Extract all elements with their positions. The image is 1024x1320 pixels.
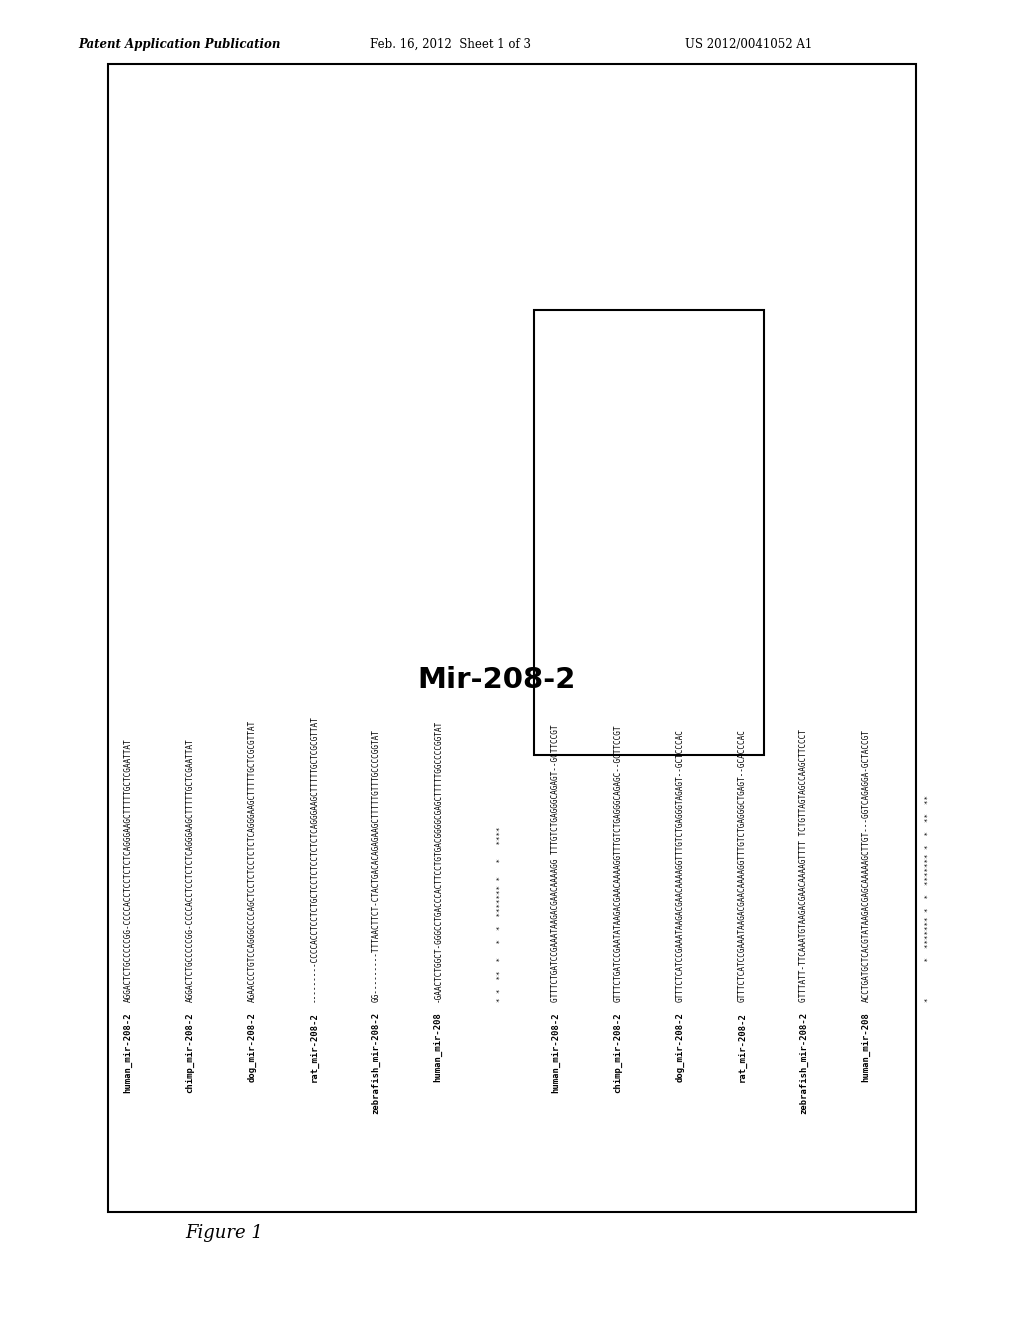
Text: -GAACTCTGGCT-GGGCCTGACCCACTTCCTGTGACGGGGCGAGCTTTTTGGCCCCGGTAT: -GAACTCTGGCT-GGGCCTGACCCACTTCCTGTGACGGGG… [433,719,442,1002]
Text: Feb. 16, 2012  Sheet 1 of 3: Feb. 16, 2012 Sheet 1 of 3 [370,38,531,51]
Text: GG---------TTTAACTTCT-CTACTGACACAGAGAAGCTTTTTGTTTGCCCCGGTAT: GG---------TTTAACTTCT-CTACTGACACAGAGAAGC… [372,729,381,1002]
Text: GTTTCTCATCCGAAATAAGACGAACAAAAGGTTTGTCTGAGGGCTGAGT--GCACCCAC: GTTTCTCATCCGAAATAAGACGAACAAAAGGTTTGTCTGA… [737,729,746,1002]
Text: Figure 1: Figure 1 [185,1224,263,1242]
Text: Mir-208-2: Mir-208-2 [418,667,577,694]
Text: rat_mir-208-2: rat_mir-208-2 [309,1012,318,1082]
Text: GTTTCTGATCCGAAATAAGACGAACAAAAGG TTTGTCTGAGGGCAGAGT--GCTTCCGT: GTTTCTGATCCGAAATAAGACGAACAAAAGG TTTGTCTG… [552,725,560,1002]
Text: AGGACTCTGCCCCCGG-CCCCACCTCCTCTCTCAGGGAAGCTTTTTGCTCGAATTAT: AGGACTCTGCCCCCGG-CCCCACCTCCTCTCTCAGGGAAG… [124,738,132,1002]
Text: human_mir-208-2: human_mir-208-2 [552,1012,560,1093]
Bar [108,63,916,1212]
Text: chimp_mir-208-2: chimp_mir-208-2 [185,1012,195,1093]
Text: ---------CCCCACCTCCTCTGCTCCTCTCCTCTCTCAGGGAAGCTTTTTGCTCGCGTTAT: ---------CCCCACCTCCTCTGCTCCTCTCCTCTCTCAG… [309,715,318,1002]
Text: human_mir-208: human_mir-208 [433,1012,442,1082]
Text: US 2012/0041052 A1: US 2012/0041052 A1 [685,38,812,51]
Text: AGGACTCTGCCCCCGG-CCCCACCTCCTCTCTCAGGGAAGCTTTTTGCTCGAATTAT: AGGACTCTGCCCCCGG-CCCCACCTCCTCTCTCAGGGAAG… [185,738,195,1002]
Text: AGAACCCTGTCCAGGGCCCCAGCTCCTCTCCTCTCTCAGGGAAGCTTTTTGCTCGCGTTAT: AGAACCCTGTCCAGGGCCCCAGCTCCTCTCCTCTCTCAGG… [248,719,256,1002]
Text: ACCTGATGCTCACGTATAAGACGAGCAAAAAGCTTGT---GGTCAGAGGA-GCTACCGT: ACCTGATGCTCACGTATAAGACGAGCAAAAAGCTTGT---… [861,729,870,1002]
Text: *        *  ******* *  *  ******* *  *  **  **: * * ******* * * ******* * * ** ** [925,795,931,1002]
Text: dog_mir-208-2: dog_mir-208-2 [676,1012,685,1082]
Text: human_mir-208: human_mir-208 [861,1012,870,1082]
Text: rat_mir-208-2: rat_mir-208-2 [737,1012,746,1082]
Text: zebrafish_mir-208-2: zebrafish_mir-208-2 [800,1012,809,1114]
Text: GTTTCTGATCCGAATATAAGACGAACAAAAGGTTTGTCTGAGGGCAGAGC--GCTTCCGT: GTTTCTGATCCGAATATAAGACGAACAAAAGGTTTGTCTG… [613,725,623,1002]
Text: GTTTCTCATCCGAAATAAGACGAACAAAAGGTTTGTCTGAGGGTAGAGT--GCTCCCAC: GTTTCTCATCCGAAATAAGACGAACAAAAGGTTTGTCTGA… [676,729,684,1002]
Bar [534,310,764,755]
Text: Patent Application Publication: Patent Application Publication [78,38,281,51]
Text: GTTTATT-TTCAAATGTAAGACGAACAAAAGTTTT TCTGTTAGTAGCCAAGCTTCCCT: GTTTATT-TTCAAATGTAAGACGAACAAAAGTTTT TCTG… [800,729,809,1002]
Text: * *  **  *   *  *  ******* *   *   ****: * * ** * * * ******* * * **** [497,826,503,1002]
Text: human_mir-208-2: human_mir-208-2 [124,1012,132,1093]
Text: dog_mir-208-2: dog_mir-208-2 [248,1012,257,1082]
Text: zebrafish_mir-208-2: zebrafish_mir-208-2 [372,1012,381,1114]
Text: chimp_mir-208-2: chimp_mir-208-2 [613,1012,623,1093]
